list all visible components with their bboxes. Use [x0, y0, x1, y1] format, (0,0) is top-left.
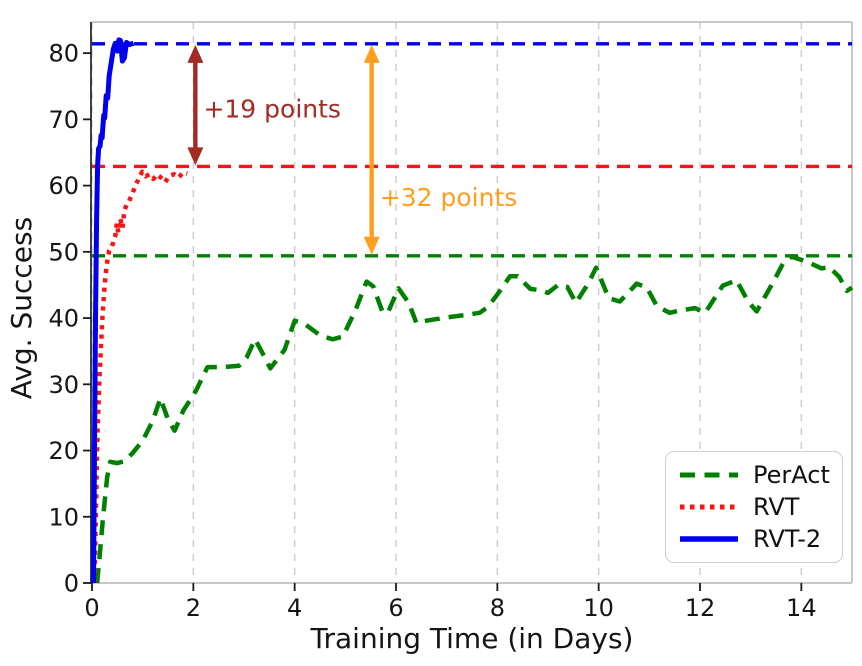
x-tick-label: 4 [287, 594, 302, 622]
annotation-arrowhead-down-1 [363, 236, 380, 255]
x-tick-label: 8 [490, 594, 505, 622]
y-tick-label: 30 [48, 371, 79, 399]
annotation-label-0: +19 points [203, 94, 341, 123]
x-tick-label: 10 [583, 594, 614, 622]
series-line-rvt [92, 169, 188, 584]
x-tick-label: 12 [685, 594, 716, 622]
series-line-peract [94, 254, 854, 584]
legend-item-peract: PerAct [680, 461, 830, 489]
legend-label-rvt: RVT [753, 493, 800, 521]
legend-line-sample-dotted [680, 504, 738, 510]
y-tick-label: 40 [48, 305, 79, 333]
x-axis-label: Training Time (in Days) [310, 622, 634, 655]
annotation-arrowhead-up-1 [363, 44, 380, 63]
y-tick-label: 0 [64, 570, 79, 598]
y-tick-label: 60 [48, 172, 79, 200]
legend-item-rvt-2: RVT-2 [680, 525, 830, 553]
y-tick-label: 70 [48, 106, 79, 134]
annotation-arrowhead-up-0 [187, 44, 204, 63]
y-tick-label: 20 [48, 437, 79, 465]
legend-line-sample-solid [680, 536, 738, 542]
legend-label-rvt-2: RVT-2 [753, 525, 822, 553]
x-tick-label: 6 [388, 594, 403, 622]
y-axis-label: Avg. Success [5, 216, 38, 400]
annotation-label-1: +32 points [380, 183, 517, 212]
legend: PerAct RVT RVT-2 [665, 451, 843, 563]
series-line-rvt-2 [91, 37, 135, 584]
legend-item-rvt: RVT [680, 493, 830, 521]
y-tick-label: 80 [48, 40, 79, 68]
x-tick-label: 0 [84, 594, 99, 622]
y-tick-label: 50 [48, 238, 79, 266]
x-tick-label: 14 [786, 594, 817, 622]
annotation-arrowhead-down-0 [187, 147, 204, 166]
legend-label-peract: PerAct [753, 461, 830, 489]
x-tick-label: 2 [186, 594, 201, 622]
legend-line-sample-dashed [680, 472, 738, 478]
y-tick-label: 10 [48, 503, 79, 531]
